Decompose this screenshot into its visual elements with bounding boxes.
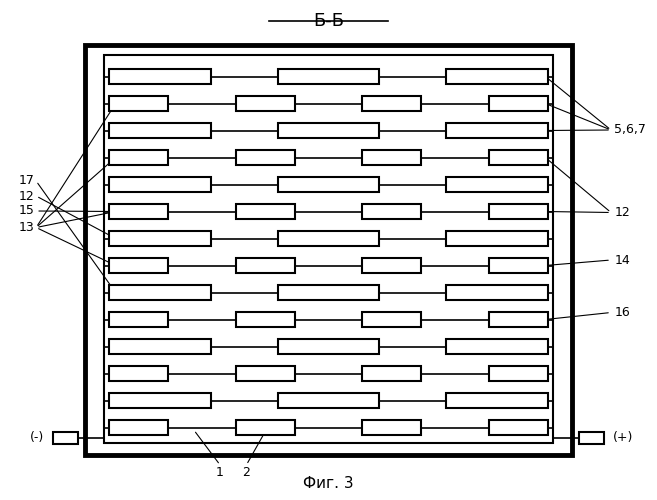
Text: (+): (+) (613, 431, 633, 444)
Text: 2: 2 (242, 466, 250, 479)
Bar (109, 69, 211, 84)
Bar (278, 123, 380, 138)
Bar (104, 55, 553, 442)
Bar (109, 285, 211, 300)
Text: 16: 16 (614, 306, 630, 319)
Bar (489, 312, 548, 327)
Bar (53, 432, 78, 444)
Bar (489, 366, 548, 381)
Bar (109, 123, 211, 138)
Bar (446, 69, 548, 84)
Bar (236, 258, 295, 273)
Bar (278, 393, 380, 408)
Bar (489, 150, 548, 165)
Text: (-): (-) (30, 431, 44, 444)
Text: 5,6,7: 5,6,7 (614, 124, 646, 136)
Bar (236, 366, 295, 381)
Bar (446, 285, 548, 300)
Bar (109, 204, 168, 219)
Bar (446, 177, 548, 192)
Bar (446, 393, 548, 408)
Bar (278, 231, 380, 246)
Bar (362, 204, 421, 219)
Bar (109, 339, 211, 354)
Text: 1: 1 (216, 466, 224, 479)
Bar (489, 258, 548, 273)
Bar (85, 45, 572, 455)
Text: 15: 15 (18, 204, 34, 218)
Bar (109, 366, 168, 381)
Bar (278, 285, 380, 300)
Bar (446, 231, 548, 246)
Bar (579, 432, 604, 444)
Bar (489, 96, 548, 111)
Bar (362, 366, 421, 381)
Bar (236, 312, 295, 327)
Text: Б-Б: Б-Б (313, 12, 344, 30)
Text: 14: 14 (614, 254, 630, 266)
Bar (278, 69, 380, 84)
Bar (278, 177, 380, 192)
Bar (362, 312, 421, 327)
Bar (109, 150, 168, 165)
Bar (109, 258, 168, 273)
Bar (109, 96, 168, 111)
Bar (362, 96, 421, 111)
Bar (446, 123, 548, 138)
Text: Фиг. 3: Фиг. 3 (303, 476, 354, 491)
Text: 13: 13 (18, 221, 34, 234)
Bar (489, 204, 548, 219)
Bar (278, 339, 380, 354)
Bar (362, 150, 421, 165)
Bar (362, 258, 421, 273)
Bar (109, 420, 168, 435)
Bar (236, 150, 295, 165)
Text: 12: 12 (18, 190, 34, 202)
Text: 12: 12 (614, 206, 630, 219)
Bar (489, 420, 548, 435)
Bar (109, 177, 211, 192)
Bar (109, 312, 168, 327)
Bar (109, 393, 211, 408)
Bar (236, 96, 295, 111)
Text: 17: 17 (18, 174, 34, 188)
Bar (236, 204, 295, 219)
Bar (236, 420, 295, 435)
Bar (362, 420, 421, 435)
Bar (109, 231, 211, 246)
Bar (446, 339, 548, 354)
